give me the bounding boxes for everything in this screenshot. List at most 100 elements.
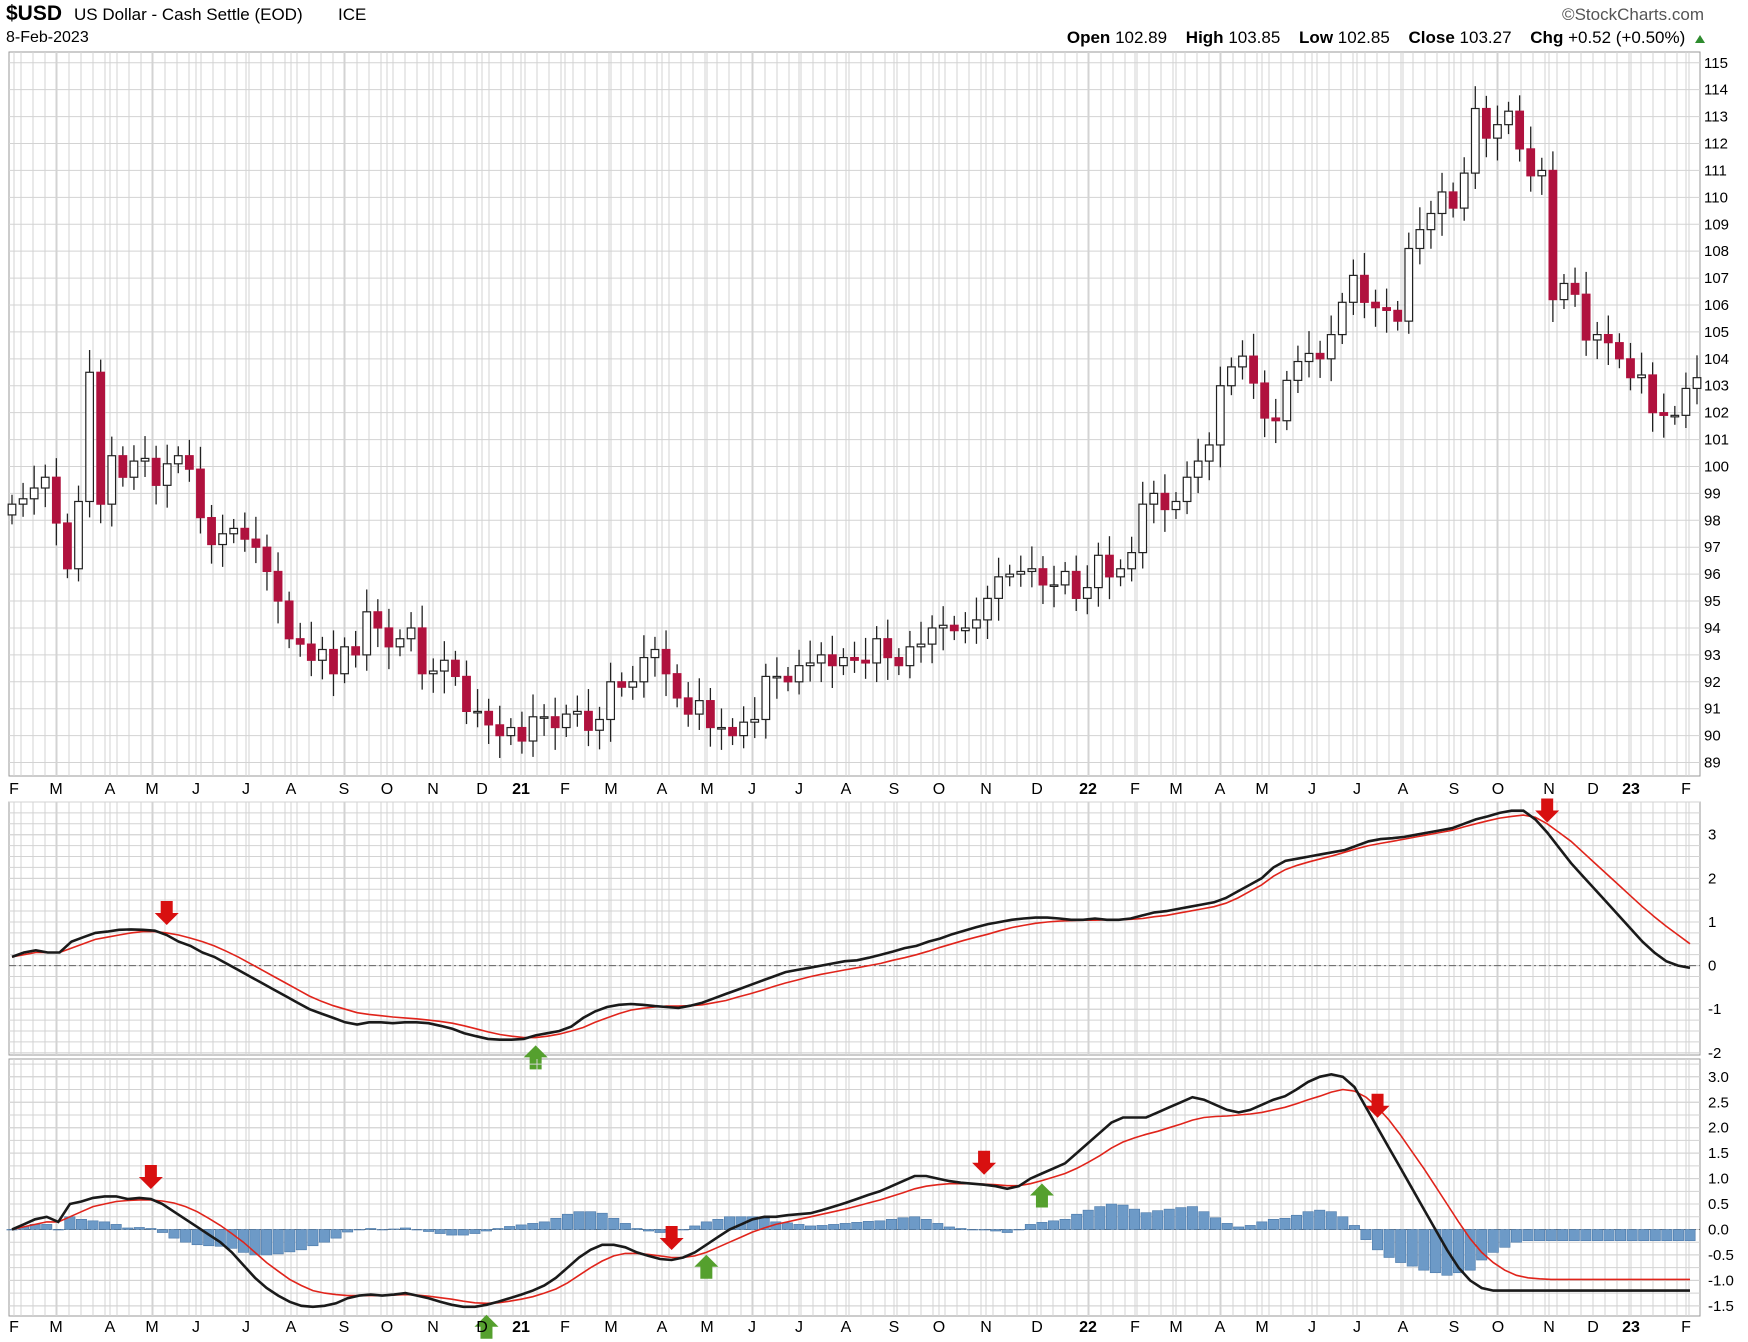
- candle: [1193, 438, 1203, 494]
- high-value: 103.85: [1228, 28, 1281, 47]
- candle-body-down: [1371, 301, 1380, 309]
- candle: [1504, 101, 1513, 135]
- candle-body-down: [1315, 352, 1325, 360]
- buy-arrow-icon: [694, 1254, 719, 1279]
- candle-body-up: [972, 619, 981, 629]
- candle: [1360, 253, 1369, 319]
- candle-body-down: [1659, 412, 1669, 416]
- histogram-bar: [642, 1229, 654, 1232]
- indicator-month-label: D: [1031, 1319, 1043, 1336]
- candle-body-down: [517, 726, 527, 742]
- low-label: Low: [1299, 28, 1334, 47]
- candle: [451, 650, 460, 686]
- candle: [1060, 562, 1070, 595]
- histogram-bar: [515, 1224, 527, 1230]
- indicator-2-axis-tick: 2.0: [1708, 1120, 1729, 1137]
- price-grid: [9, 52, 1700, 776]
- histogram-bar: [1510, 1229, 1522, 1243]
- candle-body-up: [1282, 379, 1292, 422]
- histogram-bar: [1082, 1209, 1094, 1230]
- candle-body-up: [1082, 586, 1092, 599]
- candle-body-up: [1670, 414, 1680, 418]
- candle: [7, 494, 17, 525]
- histogram-bar: [295, 1229, 307, 1251]
- candle: [40, 464, 50, 508]
- histogram-bar: [1001, 1229, 1013, 1233]
- histogram-bar: [1140, 1212, 1152, 1230]
- candle-body-up: [650, 648, 660, 659]
- indicator-2-axis-tick: 2.5: [1708, 1094, 1729, 1111]
- price-axis-tick: 101: [1704, 432, 1729, 449]
- candle: [550, 697, 560, 750]
- histogram-bar: [469, 1229, 481, 1234]
- candle-body-up: [717, 726, 726, 730]
- histogram-bar: [677, 1229, 689, 1231]
- candle-body-down: [295, 638, 305, 645]
- candle-body-down: [1548, 169, 1558, 301]
- candle: [406, 612, 416, 652]
- indicator-month-label: F: [1681, 1319, 1691, 1336]
- indicator-2-axis-tick: -1.5: [1708, 1298, 1734, 1315]
- up-triangle-icon: [1695, 34, 1705, 43]
- histogram-bar: [1186, 1206, 1198, 1230]
- histogram-bar: [1603, 1229, 1615, 1241]
- candle-body-up: [1337, 301, 1347, 336]
- indicator-month-label: M: [700, 1319, 713, 1336]
- indicator-1-grid: [9, 801, 1700, 1055]
- indicator-month-label: M: [145, 1319, 158, 1336]
- price-month-label: M: [700, 781, 713, 798]
- histogram-bar: [423, 1229, 435, 1232]
- candle: [240, 512, 250, 552]
- histogram-bar: [1476, 1229, 1488, 1261]
- price-month-label: 21: [512, 781, 530, 798]
- candle-body-down: [672, 673, 682, 699]
- histogram-bar: [781, 1222, 793, 1230]
- candle-body-down: [783, 675, 793, 683]
- candle: [783, 666, 793, 692]
- indicator-2-axis-tick: 1.5: [1708, 1145, 1729, 1162]
- price-month-label: A: [286, 781, 297, 798]
- indicator-month-label: 22: [1079, 1319, 1097, 1336]
- candle: [983, 585, 992, 640]
- candle-body-down: [384, 627, 394, 648]
- histogram-bar: [608, 1217, 620, 1230]
- candle-body-down: [1481, 107, 1491, 139]
- candle-body-down: [1360, 274, 1369, 303]
- histogram-bar: [1638, 1229, 1650, 1241]
- candle-body-down: [1071, 570, 1081, 599]
- candle-body-up: [7, 503, 17, 516]
- candle: [1470, 86, 1480, 189]
- candle: [761, 663, 771, 739]
- candle: [1415, 207, 1425, 265]
- candle-body-up: [340, 646, 349, 675]
- candle-body-down: [351, 646, 361, 656]
- candle-body-up: [317, 648, 327, 661]
- candle: [1071, 555, 1081, 612]
- stockcharts-logo[interactable]: ©StockCharts.com: [1562, 5, 1704, 24]
- candle-body-down: [1038, 568, 1048, 586]
- candle: [850, 641, 859, 673]
- candle: [739, 706, 749, 749]
- candle-body-down: [1271, 417, 1281, 422]
- histogram-bar: [862, 1221, 874, 1230]
- candle: [1271, 398, 1281, 444]
- candle-body-down: [329, 648, 338, 675]
- candle-body-up: [29, 487, 39, 500]
- price-month-label: F: [9, 781, 19, 798]
- price-axis-tick: 109: [1704, 216, 1729, 233]
- candle: [628, 665, 638, 700]
- candle: [1326, 315, 1336, 382]
- histogram-bar: [87, 1220, 99, 1230]
- histogram-bar: [1024, 1224, 1036, 1230]
- sell-arrow-icon: [1535, 798, 1560, 823]
- indicator-month-label: D: [476, 1319, 488, 1336]
- histogram-bar: [712, 1219, 724, 1230]
- candle-body-up: [406, 627, 416, 640]
- histogram-bar: [1129, 1208, 1141, 1230]
- histogram-bar: [1348, 1225, 1360, 1230]
- histogram-bar: [920, 1219, 932, 1230]
- price-axis-tick: 98: [1704, 512, 1721, 529]
- indicator-2-axis-tick: 3.0: [1708, 1069, 1729, 1086]
- candle-body-up: [395, 638, 405, 648]
